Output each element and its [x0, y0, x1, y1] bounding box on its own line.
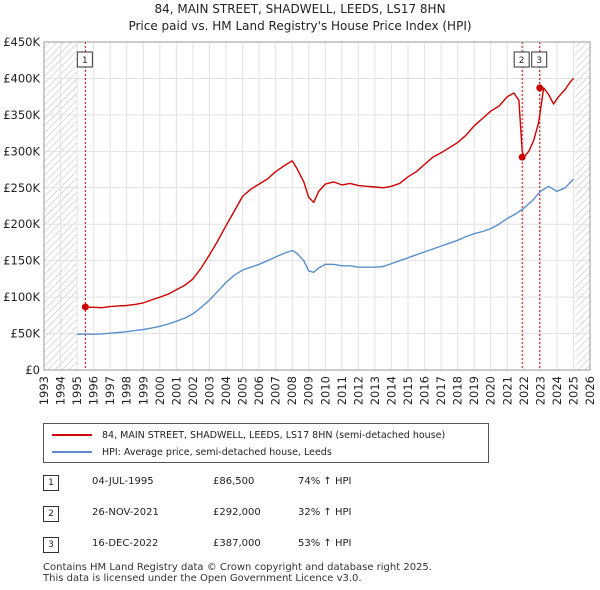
x-tick-label: 1996	[87, 376, 101, 405]
sale-hpi-change: 32% ↑ HPI	[298, 507, 352, 518]
x-tick-label: 2020	[484, 376, 498, 405]
sale-hpi-change: 53% ↑ HPI	[298, 538, 352, 549]
sale-price: £292,000	[213, 507, 261, 518]
series-line-hpi	[77, 178, 575, 335]
x-tick-label: 2023	[533, 376, 547, 405]
footer: Contains HM Land Registry data © Crown c…	[43, 562, 432, 584]
sale-marker: 3	[43, 537, 59, 553]
sale-marker-label: 3	[536, 56, 542, 66]
y-tick-label: £100K	[3, 290, 40, 304]
x-tick-label: 2014	[384, 376, 398, 405]
x-tick-label: 1999	[136, 376, 150, 405]
footer-copyright: Contains HM Land Registry data © Crown c…	[43, 562, 432, 573]
chart-title: 84, MAIN STREET, SHADWELL, LEEDS, LS17 8…	[154, 2, 446, 16]
x-tick-label: 2021	[500, 376, 514, 405]
x-tick-label: 2007	[269, 376, 283, 405]
series-line-property	[85, 77, 575, 309]
legend-label-property: 84, MAIN STREET, SHADWELL, LEEDS, LS17 8…	[102, 429, 446, 441]
sale-point	[536, 84, 544, 92]
chart-legend: 84, MAIN STREET, SHADWELL, LEEDS, LS17 8…	[43, 423, 489, 463]
x-tick-label: 2003	[202, 376, 216, 405]
sale-point	[81, 303, 89, 311]
chart-subtitle: Price paid vs. HM Land Registry's House …	[128, 19, 472, 33]
x-tick-label: 2024	[550, 376, 564, 405]
x-tick-label: 2015	[401, 376, 415, 405]
y-tick-label: £300K	[3, 144, 40, 158]
sale-marker-box	[513, 51, 530, 68]
sale-marker-label: 2	[519, 56, 525, 66]
y-tick-label: £350K	[3, 108, 40, 122]
sale-hpi-change: 74% ↑ HPI	[298, 476, 352, 487]
footer-licence: This data is licensed under the Open Gov…	[43, 573, 362, 584]
hatched-region	[575, 42, 590, 370]
x-tick-label: 2001	[169, 376, 183, 405]
sale-marker-box	[531, 51, 548, 68]
plot-area	[44, 42, 590, 370]
sale-price: £387,000	[213, 538, 261, 549]
sale-date: 16-DEC-2022	[92, 538, 159, 549]
x-tick-label: 2005	[236, 376, 250, 405]
x-tick-label: 1993	[37, 376, 51, 405]
x-tick-label: 2002	[186, 376, 200, 405]
x-tick-label: 2010	[318, 376, 332, 405]
x-tick-label: 1997	[103, 376, 117, 405]
y-tick-label: £50K	[11, 327, 41, 341]
legend-swatch-hpi	[52, 451, 92, 453]
legend-label-hpi: HPI: Average price, semi-detached house,…	[102, 446, 332, 458]
x-tick-label: 2022	[517, 376, 531, 405]
x-tick-label: 2012	[351, 376, 365, 405]
legend-swatch-property	[52, 434, 92, 436]
y-tick-label: £450K	[3, 35, 40, 49]
sale-row: 2 26-NOV-2021 £292,000 32% ↑ HPI	[43, 503, 563, 525]
x-tick-label: 2009	[302, 376, 316, 405]
y-tick-label: £150K	[3, 254, 40, 268]
y-tick-label: £400K	[3, 71, 40, 85]
y-tick-label: £250K	[3, 181, 40, 195]
y-tick-label: £0	[25, 363, 40, 377]
price-chart: 1 2 3 £0 £50K £100K £150K £200K £250K £300K £350K £…	[3, 35, 597, 405]
x-tick-label: 2017	[434, 376, 448, 405]
sale-date: 04-JUL-1995	[92, 476, 154, 487]
x-tick-label: 1998	[120, 376, 134, 405]
x-tick-label: 2026	[583, 376, 597, 405]
x-tick-label: 2016	[418, 376, 432, 405]
y-tick-label: £200K	[3, 217, 40, 231]
x-tick-label: 2025	[566, 376, 580, 405]
sale-price: £86,500	[213, 476, 255, 487]
sale-row: 1 04-JUL-1995 £86,500 74% ↑ HPI	[43, 472, 563, 494]
x-tick-label: 2013	[368, 376, 382, 405]
x-tick-label: 1995	[70, 376, 84, 405]
x-tick-label: 2008	[285, 376, 299, 405]
sale-marker: 1	[43, 475, 59, 491]
legend-item-hpi: HPI: Average price, semi-detached house,…	[52, 444, 332, 460]
x-tick-label: 1994	[54, 376, 68, 405]
sale-marker-box	[76, 51, 93, 68]
x-tick-label: 2006	[252, 376, 266, 405]
x-tick-label: 2018	[451, 376, 465, 405]
legend-item-property: 84, MAIN STREET, SHADWELL, LEEDS, LS17 8…	[52, 427, 445, 443]
sale-date: 26-NOV-2021	[92, 507, 159, 518]
sale-marker-label: 1	[82, 56, 88, 66]
x-tick-label: 2000	[153, 376, 167, 405]
x-tick-label: 2019	[467, 376, 481, 405]
sale-row: 3 16-DEC-2022 £387,000 53% ↑ HPI	[43, 534, 563, 556]
sale-marker: 2	[43, 506, 59, 522]
x-tick-label: 2004	[219, 376, 233, 405]
plot-border	[43, 41, 591, 371]
sale-point	[518, 153, 526, 161]
x-tick-label: 2011	[335, 376, 349, 405]
